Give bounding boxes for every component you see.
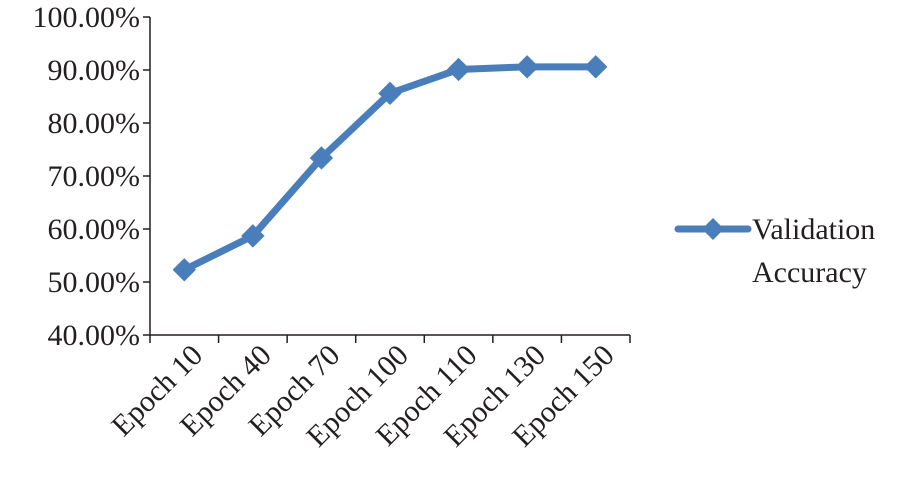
y-tick-label: 60.00%: [48, 213, 141, 246]
y-tick-label: 100.00%: [33, 1, 141, 34]
y-tick-label: 50.00%: [48, 266, 141, 299]
data-point: [446, 57, 471, 82]
y-tick-label: 90.00%: [48, 54, 141, 87]
data-point: [241, 224, 265, 248]
plot-area: [172, 55, 608, 282]
legend-label: Accuracy: [752, 256, 867, 289]
data-point: [515, 55, 539, 79]
data-point: [378, 81, 402, 106]
y-tick-label: 70.00%: [48, 160, 141, 193]
y-tick-label: 80.00%: [48, 107, 141, 140]
legend: Validation Accuracy: [674, 213, 875, 289]
data-point: [172, 258, 196, 282]
data-point: [584, 55, 608, 79]
legend-label: Validation: [752, 213, 875, 246]
data-point: [309, 146, 334, 170]
y-axis: 40.00% 50.00% 60.00% 70.00% 80.00% 90.00% 100.…: [33, 1, 151, 352]
y-tick-label: 40.00%: [48, 319, 141, 352]
legend-marker: [702, 218, 724, 240]
